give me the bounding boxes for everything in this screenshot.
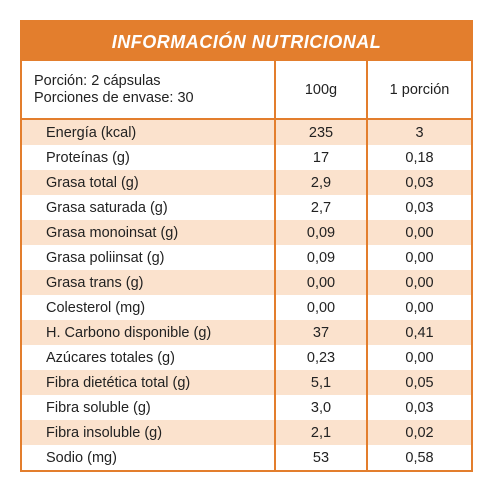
nutrient-row: Fibra insoluble (g) 2,1 0,02 [22, 420, 471, 445]
nutrition-table: Porción: 2 cápsulas Porciones de envase:… [22, 61, 471, 470]
nutrient-value: 0,00 [366, 245, 471, 270]
nutrient-name: H. Carbono disponible (g) [22, 320, 275, 345]
nutrient-value: 0,09 [274, 245, 367, 270]
nutrient-name: Grasa total (g) [22, 170, 275, 195]
nutrient-value: 37 [274, 320, 367, 345]
nutrient-value: 0,05 [366, 370, 471, 395]
nutrient-value: 0,00 [274, 270, 367, 295]
nutrient-value: 0,41 [366, 320, 471, 345]
nutrient-name: Colesterol (mg) [46, 299, 146, 316]
nutrient-row: Fibra soluble (g) 3,0 0,03 [22, 395, 471, 420]
nutrient-value: 0,00 [366, 220, 471, 245]
nutrient-row: Colesterol (mg) 0,00 0,00 [22, 295, 471, 320]
nutrient-value: 3 [366, 119, 471, 145]
nutrient-name: Proteínas (g) [46, 149, 130, 166]
column-header: 1 porción [366, 61, 471, 120]
nutrient-value: 2,7 [274, 195, 367, 220]
column-header: 100g [274, 61, 367, 120]
nutrient-value: 17 [274, 145, 367, 170]
nutrient-value: 0,03 [366, 195, 471, 220]
nutrient-value: 0,03 [366, 395, 471, 420]
nutrient-value: 0,00 [366, 270, 471, 295]
table-body: Porción: 2 cápsulas Porciones de envase:… [22, 61, 471, 470]
nutrient-value: 0,58 [366, 445, 471, 470]
header-row: Porción: 2 cápsulas Porciones de envase:… [22, 61, 471, 120]
nutrient-value: 2,1 [274, 420, 367, 445]
nutrient-row: Grasa trans (g) 0,00 0,00 [22, 270, 471, 295]
nutrient-row: Proteínas (g) 17 0,18 [22, 145, 471, 170]
nutrient-name: Energía (kcal) [22, 119, 275, 145]
servings-per-container: Porciones de envase: 30 [34, 89, 194, 106]
nutrient-name: Fibra soluble (g) [46, 399, 151, 416]
nutrient-value: 0,23 [274, 345, 367, 370]
nutrient-name: Sodio (mg) [46, 449, 117, 466]
nutrient-value: 0,00 [366, 345, 471, 370]
nutrient-value: 0,02 [366, 420, 471, 445]
nutrient-row: H. Carbono disponible (g) 37 0,41 [22, 320, 471, 345]
nutrient-value: 0,09 [274, 220, 367, 245]
nutrient-name: Grasa poliinsat (g) [46, 249, 165, 266]
nutrient-row: Grasa total (g) 2,9 0,03 [22, 170, 471, 195]
nutrient-value: 0,00 [366, 295, 471, 320]
serving-cell: Porción: 2 cápsulas Porciones de envase:… [22, 61, 275, 120]
nutrient-row: Grasa monoinsat (g) 0,09 0,00 [22, 220, 471, 245]
nutrient-row: Grasa saturada (g) 2,7 0,03 [22, 195, 471, 220]
panel-title: INFORMACIÓN NUTRICIONAL [22, 22, 471, 61]
nutrition-panel: INFORMACIÓN NUTRICIONAL Porción: 2 cápsu… [20, 20, 473, 472]
nutrient-value: 0,03 [366, 170, 471, 195]
nutrient-row: Grasa poliinsat (g) 0,09 0,00 [22, 245, 471, 270]
nutrient-row: Fibra dietética total (g) 5,1 0,05 [22, 370, 471, 395]
nutrient-row: Sodio (mg) 53 0,58 [22, 445, 471, 470]
nutrient-value: 53 [274, 445, 367, 470]
nutrient-name: Fibra insoluble (g) [22, 420, 275, 445]
nutrient-row: Azúcares totales (g) 0,23 0,00 [22, 345, 471, 370]
nutrient-value: 3,0 [274, 395, 367, 420]
nutrient-name: Fibra dietética total (g) [22, 370, 275, 395]
nutrient-value: 2,9 [274, 170, 367, 195]
nutrient-value: 5,1 [274, 370, 367, 395]
nutrient-name: Grasa saturada (g) [46, 199, 168, 216]
nutrient-value: 0,00 [274, 295, 367, 320]
nutrient-value: 0,18 [366, 145, 471, 170]
nutrient-name: Grasa monoinsat (g) [22, 220, 275, 245]
nutrient-name: Azúcares totales (g) [46, 349, 175, 366]
nutrient-row: Energía (kcal) 235 3 [22, 119, 471, 145]
nutrient-value: 235 [274, 119, 367, 145]
serving-size: Porción: 2 cápsulas [34, 72, 161, 89]
nutrient-name: Grasa trans (g) [22, 270, 275, 295]
